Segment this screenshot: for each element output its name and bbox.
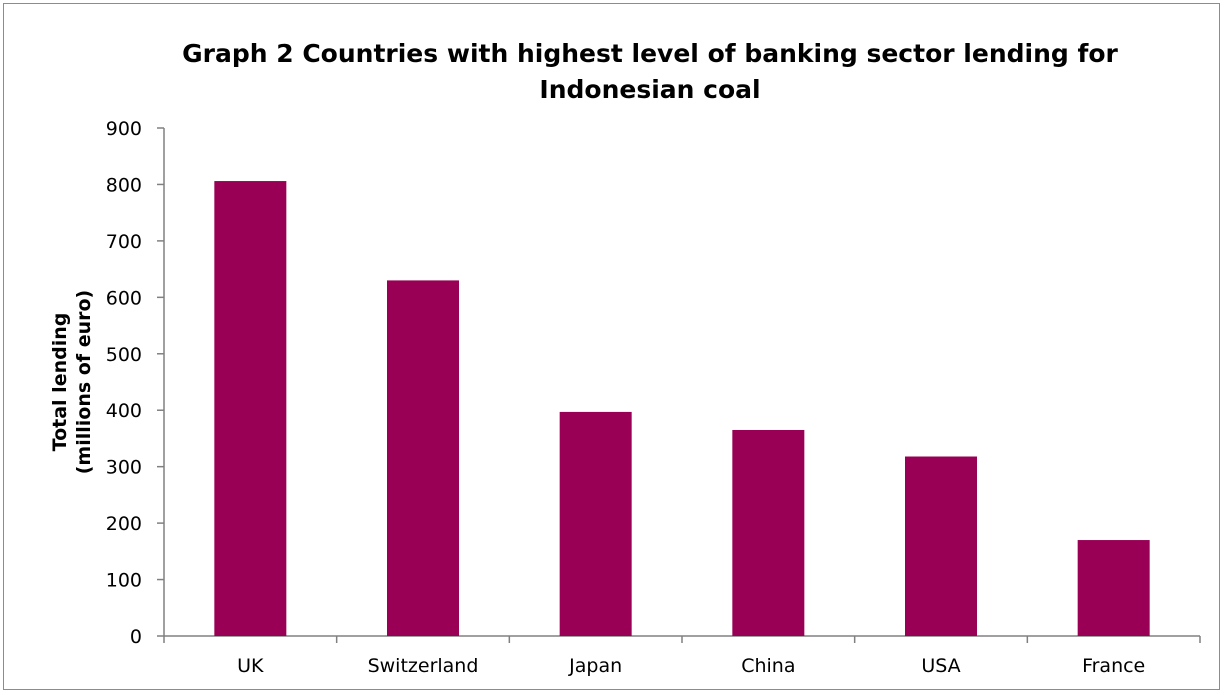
x-tick-label: China bbox=[741, 655, 795, 677]
bar-uk bbox=[214, 181, 287, 636]
y-tick-label: 800 bbox=[106, 174, 142, 196]
chart-title-line-2: Indonesian coal bbox=[539, 75, 760, 104]
y-tick-label: 600 bbox=[106, 287, 142, 309]
y-axis-label-line-2: (millions of euro) bbox=[73, 290, 95, 475]
y-tick-label: 0 bbox=[130, 626, 142, 648]
bar-usa bbox=[905, 456, 977, 636]
y-tick-label: 900 bbox=[106, 118, 142, 140]
chart-title-line-1: Graph 2 Countries with highest level of … bbox=[182, 39, 1118, 68]
y-tick-label: 400 bbox=[106, 400, 142, 422]
x-tick-label: France bbox=[1082, 655, 1145, 677]
y-tick-label: 700 bbox=[106, 231, 142, 253]
y-tick-label: 100 bbox=[106, 570, 142, 592]
x-tick-label: USA bbox=[921, 655, 960, 677]
y-axis-label-line-1: Total lending bbox=[49, 313, 71, 452]
bar-china bbox=[732, 429, 805, 636]
x-tick-label: Switzerland bbox=[368, 655, 479, 677]
plot-area: 0 100 200 300 400 500 600 700 800 900 UK Switzerlan… bbox=[106, 118, 1201, 677]
x-tick-label: UK bbox=[237, 655, 264, 677]
bar-japan bbox=[559, 411, 632, 636]
bar-france bbox=[1077, 540, 1150, 636]
x-tick-label: Japan bbox=[568, 655, 622, 677]
y-tick-label: 500 bbox=[106, 344, 142, 366]
y-tick-label: 200 bbox=[106, 513, 142, 535]
y-tick-label: 300 bbox=[106, 457, 142, 479]
bar-switzerland bbox=[387, 280, 459, 636]
